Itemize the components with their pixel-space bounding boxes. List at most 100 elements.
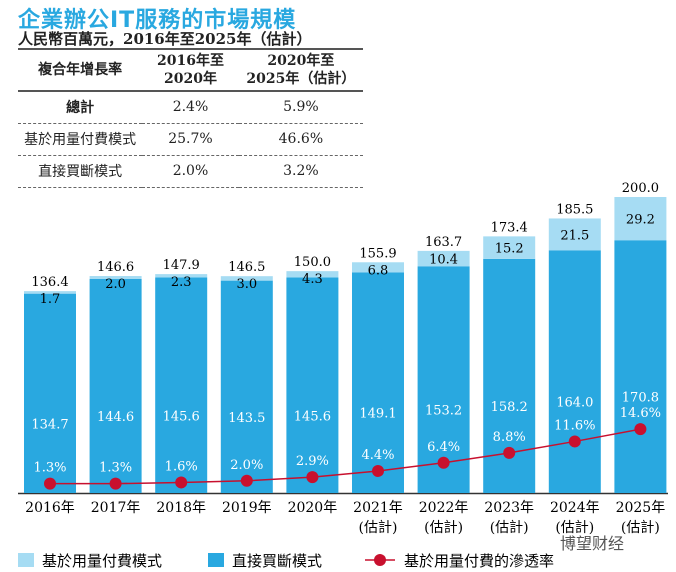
penetration-point [503, 446, 516, 459]
table-header: 2020年至 2025年（估計） [246, 53, 356, 87]
bar-usage [220, 276, 273, 281]
bar-usage [352, 262, 404, 273]
direct-label: 164.0 [556, 396, 593, 411]
usage-label: 29.2 [626, 213, 655, 228]
penetration-label: 8.8% [493, 430, 526, 445]
penetration-point [568, 435, 581, 448]
table-header: 複合年增長率 [38, 62, 123, 78]
watermark: 博望财经 [560, 534, 625, 553]
usage-label: 2.0 [105, 277, 126, 292]
penetration-point [372, 464, 384, 477]
total-label: 147.9 [163, 258, 200, 273]
x-tick-label: 2018年 [156, 500, 206, 516]
penetration-label: 6.4% [427, 440, 460, 455]
usage-label: 4.3 [302, 272, 323, 287]
bar-usage [548, 218, 601, 251]
penetration-label: 14.6% [620, 406, 661, 421]
direct-label: 134.7 [31, 417, 68, 432]
total-label: 173.4 [491, 220, 528, 235]
bar-usage [155, 274, 208, 278]
table-cell: 2.0% [172, 163, 209, 179]
bar-direct [286, 277, 339, 493]
x-tick-label: 2017年 [91, 500, 141, 516]
penetration-point [240, 474, 253, 487]
total-label: 155.9 [359, 246, 396, 261]
legend-label: 直接買斷模式 [232, 552, 322, 570]
usage-label: 10.4 [429, 253, 458, 268]
x-tick-label: 2016年 [25, 500, 75, 516]
direct-label: 149.1 [359, 407, 396, 422]
x-tick-label: 2023年 [484, 500, 534, 516]
table-header: 2016年至 2020年 [157, 53, 224, 87]
legend-swatch-usage [18, 553, 34, 567]
total-label: 136.4 [31, 275, 68, 290]
table-cell: 3.2% [283, 163, 319, 179]
usage-label: 1.7 [40, 292, 61, 307]
penetration-line [50, 428, 641, 485]
table-cell: 直接買斷模式 [38, 164, 123, 180]
bar-direct [220, 280, 273, 493]
cagr-table: 複合年增長率 2016年至 2020年 2020年至 2025年（估計） 總計 2.4% 5… [18, 48, 363, 188]
x-tick-label: 2020年 [288, 500, 338, 516]
penetration-point [306, 471, 319, 484]
usage-label: 21.5 [560, 228, 589, 243]
penetration-point [634, 423, 647, 436]
x-tick-label: 2021年 [353, 500, 403, 516]
chart-title: 企業辦公IT服務的市場規模 [18, 8, 297, 33]
bar-direct [155, 277, 208, 493]
legend-swatch-direct [208, 553, 224, 567]
usage-label: 3.0 [236, 277, 257, 292]
bar-usage [89, 276, 142, 279]
direct-label: 158.2 [491, 400, 528, 415]
table-cell: 基於用量付費模式 [24, 132, 137, 148]
legend-label: 基於用量付費模式 [42, 552, 162, 570]
bar-direct [417, 266, 470, 493]
total-label: 146.5 [228, 260, 265, 275]
table-row: 總計 2.4% 5.9% [18, 91, 363, 123]
penetration-point [109, 477, 122, 490]
total-label: 200.0 [622, 181, 659, 196]
direct-label: 170.8 [622, 391, 659, 406]
direct-label: 144.6 [97, 410, 134, 425]
usage-label: 6.8 [368, 263, 389, 278]
x-tick-label: 2025年 [616, 500, 666, 516]
penetration-point [175, 476, 188, 489]
x-tick-label: (估計) [490, 520, 529, 536]
total-label: 150.0 [294, 255, 331, 270]
usage-label: 2.3 [171, 275, 192, 290]
bar-direct [352, 272, 404, 493]
total-label: 163.7 [425, 235, 462, 250]
x-tick-label: (估計) [555, 520, 594, 536]
bar-usage [417, 250, 470, 267]
penetration-label: 1.3% [99, 461, 132, 476]
penetration-label: 11.6% [554, 418, 595, 433]
legend-label: 基於用量付費的滲透率 [404, 552, 554, 570]
table-cell: 46.6% [278, 131, 324, 147]
bar-direct [548, 250, 601, 493]
table-cell: 2.4% [172, 99, 209, 116]
total-label: 146.6 [97, 260, 134, 275]
table-row: 基於用量付費模式 25.7% 46.6% [18, 123, 363, 155]
penetration-label: 1.6% [165, 459, 198, 474]
legend-marker [374, 554, 386, 566]
x-tick-label: (估計) [621, 520, 660, 536]
direct-label: 143.5 [228, 411, 265, 426]
x-tick-label: (估計) [424, 520, 463, 536]
x-tick-label: 2024年 [550, 500, 600, 516]
table-cell: 25.7% [168, 131, 213, 147]
bar-direct [24, 293, 76, 493]
direct-label: 153.2 [425, 404, 462, 419]
bar-usage [483, 236, 536, 259]
x-tick-label: (估計) [359, 520, 398, 536]
chart-subtitle: 人民幣百萬元，2016年至2025年（估計） [18, 30, 312, 48]
table-row: 直接買斷模式 2.0% 3.2% [18, 155, 363, 187]
penetration-label: 2.0% [230, 458, 263, 473]
x-tick-label: 2022年 [419, 500, 469, 516]
bar-direct [614, 240, 667, 493]
direct-label: 145.6 [163, 409, 200, 424]
usage-label: 15.2 [495, 242, 524, 257]
penetration-point [437, 456, 450, 469]
table-cell: 總計 [66, 100, 95, 117]
penetration-label: 4.4% [361, 448, 394, 463]
